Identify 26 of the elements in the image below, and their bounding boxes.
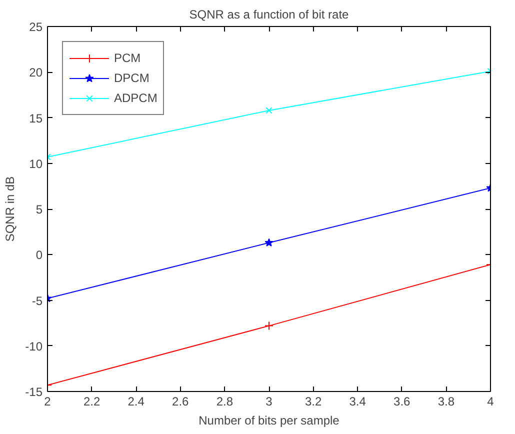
y-tick-label: 0 — [36, 248, 43, 262]
y-tick-label: -5 — [32, 294, 43, 308]
x-axis-title: Number of bits per sample — [198, 414, 340, 428]
y-tick-label: 5 — [36, 202, 43, 216]
y-tick-label: 20 — [29, 66, 43, 80]
x-tick-label: 4 — [487, 394, 494, 408]
y-tick-label: -10 — [25, 339, 43, 354]
x-tick-label: 3.4 — [349, 394, 366, 408]
x-tick-label: 3.2 — [304, 394, 322, 408]
legend-label: ADPCM — [114, 91, 158, 105]
x-tick-label: 2 — [44, 394, 52, 408]
x-tick-label: 2.2 — [83, 394, 100, 408]
x-tick-label: 2.8 — [216, 394, 234, 408]
y-tick-label: 15 — [29, 111, 43, 126]
x-tick-label: 3 — [266, 394, 273, 408]
x-tick-label: 3.6 — [394, 394, 411, 408]
legend-label: PCM — [114, 51, 141, 65]
x-tick-label: 3.8 — [438, 394, 455, 408]
x-tick-label: 2.6 — [172, 394, 190, 408]
y-tick-label: 10 — [29, 156, 43, 171]
x-tick-label: 2.4 — [128, 394, 145, 408]
y-axis-title: SQNR in dB — [3, 176, 18, 242]
legend-label: DPCM — [114, 71, 150, 85]
chart-title: SQNR as a function of bit rate — [189, 8, 350, 22]
y-tick-label: -15 — [25, 385, 43, 399]
y-tick-label: 25 — [29, 20, 43, 34]
